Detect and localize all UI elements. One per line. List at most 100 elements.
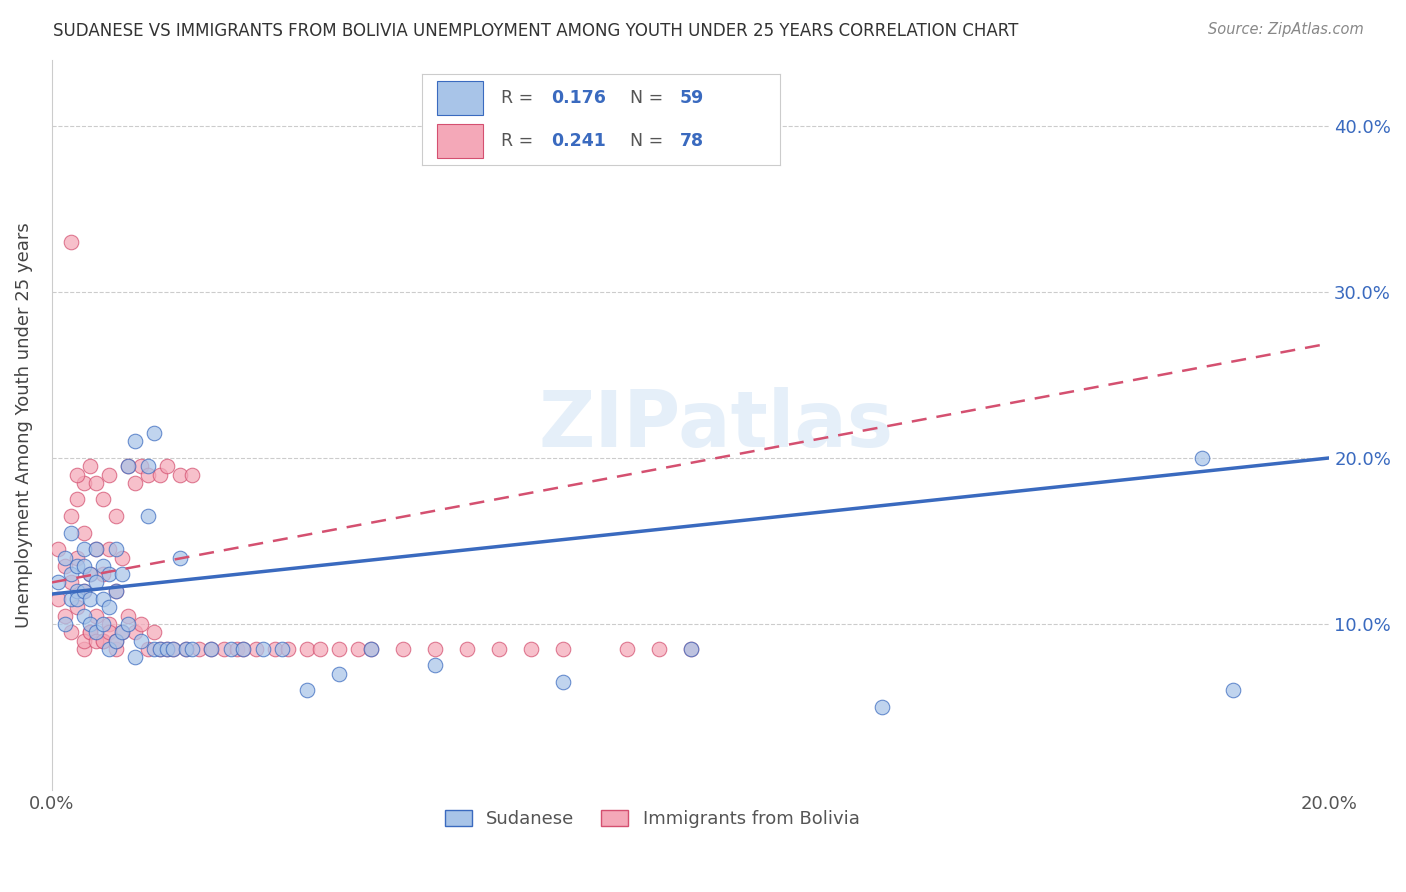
Point: [66, 550, 89, 565]
Point: [66, 592, 89, 607]
Point: [162, 641, 184, 656]
Point: [98, 641, 121, 656]
Point: [232, 641, 254, 656]
Point: [488, 641, 510, 656]
Point: [59, 567, 82, 582]
Point: [53, 550, 76, 565]
Point: [129, 459, 152, 474]
Point: [86, 625, 108, 640]
Point: [91, 592, 114, 607]
Point: [156, 459, 179, 474]
Point: [551, 641, 574, 656]
Point: [181, 641, 204, 656]
Point: [423, 658, 446, 673]
Point: [111, 625, 134, 640]
Point: [252, 641, 274, 656]
Point: [73, 542, 96, 557]
Point: [129, 633, 152, 648]
Point: [53, 558, 76, 573]
Point: [46, 592, 69, 607]
Point: [136, 459, 159, 474]
Point: [169, 467, 191, 482]
Point: [73, 583, 96, 598]
Point: [66, 558, 89, 573]
Point: [129, 616, 152, 631]
Point: [59, 625, 82, 640]
Point: [264, 641, 287, 656]
Point: [73, 558, 96, 573]
Point: [117, 616, 139, 631]
Point: [79, 567, 101, 582]
Point: [91, 492, 114, 507]
Point: [98, 625, 121, 640]
Point: [149, 467, 172, 482]
Point: [86, 575, 108, 590]
Point: [309, 641, 332, 656]
Point: [156, 641, 179, 656]
Point: [181, 467, 204, 482]
Point: [53, 616, 76, 631]
Point: [46, 542, 69, 557]
Point: [200, 641, 222, 656]
Point: [79, 616, 101, 631]
Point: [219, 641, 242, 656]
Text: Source: ZipAtlas.com: Source: ZipAtlas.com: [1208, 22, 1364, 37]
Point: [647, 641, 669, 656]
Point: [91, 558, 114, 573]
Point: [200, 641, 222, 656]
Point: [104, 583, 127, 598]
Point: [124, 434, 146, 449]
Point: [53, 608, 76, 623]
Point: [79, 625, 101, 640]
Point: [456, 641, 478, 656]
Point: [98, 600, 121, 615]
Point: [212, 641, 235, 656]
Point: [98, 467, 121, 482]
Point: [79, 592, 101, 607]
Point: [520, 641, 543, 656]
Point: [117, 459, 139, 474]
Point: [98, 567, 121, 582]
Point: [270, 641, 292, 656]
Point: [174, 641, 197, 656]
Point: [59, 509, 82, 524]
Point: [392, 641, 415, 656]
Point: [226, 641, 249, 656]
Point: [86, 542, 108, 557]
Point: [73, 633, 96, 648]
Point: [142, 625, 165, 640]
Point: [551, 675, 574, 690]
Point: [156, 641, 179, 656]
Point: [117, 608, 139, 623]
Point: [174, 641, 197, 656]
Point: [1191, 450, 1213, 465]
Point: [124, 650, 146, 665]
Point: [104, 641, 127, 656]
Point: [111, 625, 134, 640]
Y-axis label: Unemployment Among Youth under 25 years: Unemployment Among Youth under 25 years: [15, 222, 32, 628]
Point: [124, 475, 146, 490]
Point: [104, 633, 127, 648]
Point: [104, 583, 127, 598]
Legend: Sudanese, Immigrants from Bolivia: Sudanese, Immigrants from Bolivia: [437, 803, 868, 836]
Point: [86, 608, 108, 623]
Point: [111, 567, 134, 582]
Point: [73, 583, 96, 598]
Point: [187, 641, 209, 656]
Point: [136, 641, 159, 656]
Point: [347, 641, 370, 656]
Point: [232, 641, 254, 656]
Point: [297, 641, 319, 656]
Point: [616, 641, 638, 656]
Point: [328, 641, 350, 656]
Point: [328, 666, 350, 681]
Point: [149, 641, 172, 656]
Point: [111, 550, 134, 565]
Point: [59, 592, 82, 607]
Point: [98, 616, 121, 631]
Point: [142, 425, 165, 440]
Point: [870, 700, 893, 714]
Text: SUDANESE VS IMMIGRANTS FROM BOLIVIA UNEMPLOYMENT AMONG YOUTH UNDER 25 YEARS CORR: SUDANESE VS IMMIGRANTS FROM BOLIVIA UNEM…: [53, 22, 1019, 40]
Point: [104, 509, 127, 524]
Point: [66, 467, 89, 482]
